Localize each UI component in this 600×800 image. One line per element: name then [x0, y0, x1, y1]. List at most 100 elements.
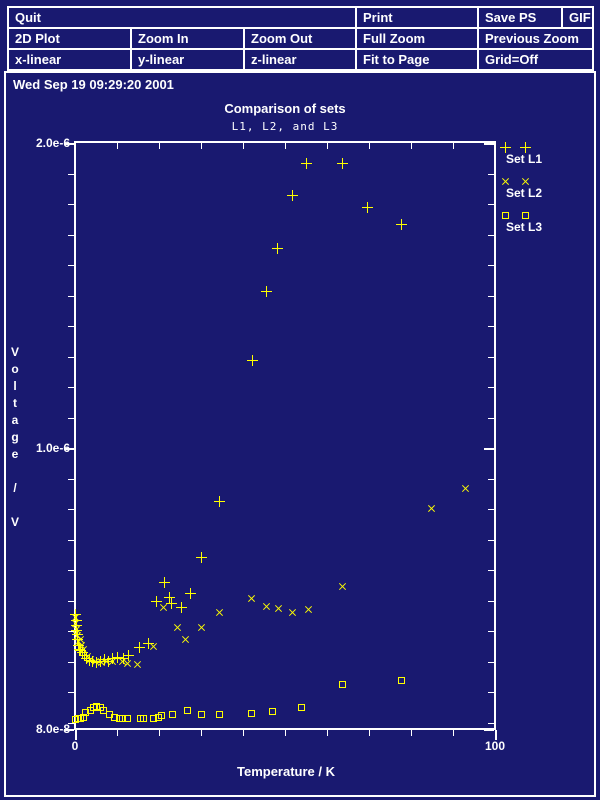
menu-item-z-linear[interactable]: z-linear	[243, 48, 357, 71]
x-minor-tick-top	[411, 143, 412, 149]
x-major-tick	[75, 730, 77, 740]
menu-item-grid-toggle[interactable]: Grid=Off	[477, 48, 594, 71]
data-point-set-l1	[185, 588, 196, 599]
data-point-set-l3	[119, 715, 126, 722]
plot-panel	[4, 71, 596, 797]
data-point-set-l1	[362, 202, 373, 213]
data-point-set-l3	[198, 711, 205, 718]
x-minor-tick-bottom	[285, 730, 286, 736]
x-minor-tick-top	[243, 143, 244, 149]
x-minor-tick-bottom	[243, 730, 244, 736]
y-minor-tick-right	[488, 265, 494, 266]
menu-item-full-zoom[interactable]: Full Zoom	[355, 27, 479, 50]
y-minor-tick-right	[488, 174, 494, 175]
y-minor-tick-right	[488, 326, 494, 327]
x-minor-tick-top	[369, 143, 370, 149]
y-minor-tick-left	[68, 387, 74, 388]
data-point-set-l3	[111, 714, 118, 721]
x-minor-tick-bottom	[117, 730, 118, 736]
data-point-set-l1	[396, 219, 407, 230]
x-minor-tick-top	[453, 143, 454, 149]
data-point-set-l3	[339, 681, 346, 688]
x-minor-tick-bottom	[453, 730, 454, 736]
menu-item-fit-to-page[interactable]: Fit to Page	[355, 48, 479, 71]
chart-subtitle: L1, L2, and L3	[231, 120, 339, 133]
x-minor-tick-bottom	[411, 730, 412, 736]
data-point-set-l3	[158, 712, 165, 719]
y-minor-tick-left	[68, 723, 74, 724]
data-point-set-l3	[100, 707, 107, 714]
legend-symbol-plus-icon	[500, 142, 511, 153]
x-minor-tick-bottom	[369, 730, 370, 736]
x-minor-tick-bottom	[159, 730, 160, 736]
y-minor-tick-left	[68, 174, 74, 175]
y-minor-tick-left	[68, 418, 74, 419]
menu-item-previous-zoom[interactable]: Previous Zoom	[477, 27, 594, 50]
x-tick-label-100: 100	[484, 739, 506, 753]
data-point-set-l1	[287, 190, 298, 201]
y-minor-tick-left	[68, 509, 74, 510]
menu-item-quit[interactable]: Quit	[7, 6, 357, 29]
menu-item-zoom-out[interactable]: Zoom Out	[243, 27, 357, 50]
legend-label-set-l3: Set L3	[506, 220, 543, 234]
data-point-set-l1	[112, 652, 123, 663]
y-minor-tick-right	[488, 601, 494, 602]
x-minor-tick-bottom	[327, 730, 328, 736]
data-point-set-l1	[176, 602, 187, 613]
y-major-tick-right	[484, 729, 494, 731]
x-minor-tick-top	[327, 143, 328, 149]
data-point-set-l3	[82, 709, 89, 716]
data-point-set-l1	[247, 355, 258, 366]
x-minor-tick-top	[201, 143, 202, 149]
legend-symbol-plus-icon	[520, 142, 531, 153]
data-point-set-l1	[166, 598, 177, 609]
menu-item-2d-plot[interactable]: 2D Plot	[7, 27, 132, 50]
y-major-tick-right	[484, 143, 494, 145]
menu-item-gif[interactable]: GIF	[561, 6, 594, 29]
y-minor-tick-left	[68, 692, 74, 693]
x-minor-tick-top	[159, 143, 160, 149]
data-point-set-l1	[214, 496, 225, 507]
y-minor-tick-left	[68, 540, 74, 541]
menu-item-print[interactable]: Print	[355, 6, 479, 29]
y-minor-tick-right	[488, 418, 494, 419]
y-minor-tick-right	[488, 235, 494, 236]
data-point-set-l3	[93, 703, 100, 710]
data-point-set-l3	[298, 704, 305, 711]
data-point-set-l3	[248, 710, 255, 717]
y-minor-tick-right	[488, 204, 494, 205]
menu-item-zoom-in[interactable]: Zoom In	[130, 27, 245, 50]
menu-item-x-linear[interactable]: x-linear	[7, 48, 132, 71]
y-tick-label-1e-6: 1.0e-6	[35, 441, 70, 455]
data-point-set-l1	[123, 650, 134, 661]
data-point-set-l3	[398, 677, 405, 684]
data-point-set-l1	[151, 596, 162, 607]
y-minor-tick-right	[488, 509, 494, 510]
y-minor-tick-right	[488, 387, 494, 388]
data-point-set-l1	[159, 577, 170, 588]
legend-label-set-l2: Set L2	[506, 186, 543, 200]
y-minor-tick-left	[68, 570, 74, 571]
data-point-set-l3	[124, 715, 131, 722]
menu-item-save-ps[interactable]: Save PS	[477, 6, 563, 29]
data-point-set-l3	[184, 707, 191, 714]
y-minor-tick-right	[488, 357, 494, 358]
data-point-set-l1	[261, 286, 272, 297]
timestamp: Wed Sep 19 09:29:20 2001	[13, 77, 174, 92]
y-minor-tick-left	[68, 601, 74, 602]
data-point-set-l3	[169, 711, 176, 718]
x-tick-label-0: 0	[71, 739, 79, 753]
y-minor-tick-left	[68, 235, 74, 236]
data-point-set-l1	[272, 243, 283, 254]
y-major-tick-left	[64, 143, 74, 145]
y-minor-tick-right	[488, 692, 494, 693]
y-minor-tick-right	[488, 296, 494, 297]
y-minor-tick-right	[488, 631, 494, 632]
y-tick-label-2e-6: 2.0e-6	[35, 136, 70, 150]
data-point-set-l1	[196, 552, 207, 563]
y-minor-tick-left	[68, 204, 74, 205]
menu-item-y-linear[interactable]: y-linear	[130, 48, 245, 71]
data-point-set-l3	[269, 708, 276, 715]
